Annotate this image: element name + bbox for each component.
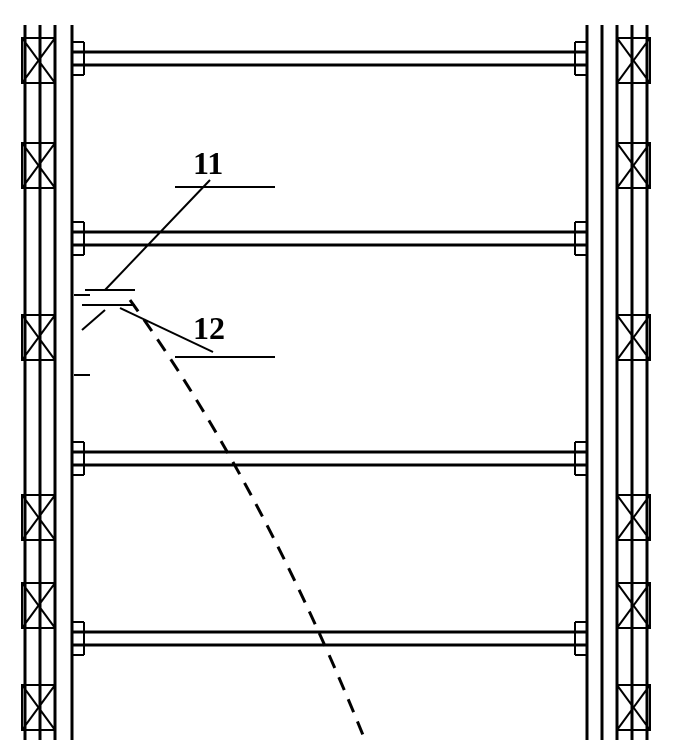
callout-label-11: 11 — [193, 145, 223, 182]
callout-label-12: 12 — [193, 310, 225, 347]
engineering-diagram — [0, 0, 680, 742]
